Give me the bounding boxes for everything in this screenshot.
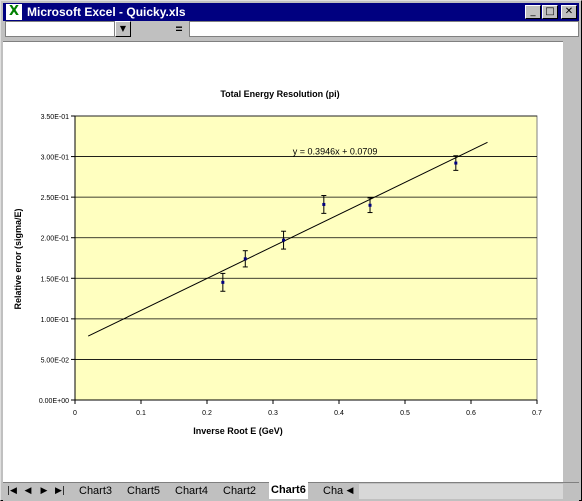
x-tick-label: 0.6 — [466, 410, 476, 417]
tab-scroll-left-icon[interactable]: ◀ — [346, 486, 354, 496]
chart-sheet: Total Energy Resolution (pi) Inverse Roo… — [3, 41, 563, 482]
excel-icon[interactable]: X — [6, 4, 22, 20]
trendline[interactable] — [87, 141, 488, 337]
name-box[interactable] — [5, 21, 115, 37]
x-tick-label: 0.4 — [334, 410, 344, 417]
x-axis-label[interactable]: Inverse Root E (GeV) — [193, 426, 283, 436]
maximize-icon[interactable]: □ — [542, 5, 558, 19]
prev-sheet-icon[interactable]: ◀ — [24, 486, 32, 496]
data-point[interactable] — [322, 202, 326, 206]
chart-title[interactable]: Total Energy Resolution (pi) — [220, 89, 339, 99]
sheet-tab-bar: |◀ ◀ ▶ ▶| Chart3 Chart5 Chart4 Chart2 Ch… — [3, 482, 579, 501]
plot-area[interactable] — [74, 115, 538, 401]
x-tick-label: 0.1 — [136, 410, 146, 417]
tab-cha[interactable]: Cha — [323, 485, 344, 497]
y-tick-label: 5.00E-02 — [41, 357, 70, 364]
vertical-scrollbar[interactable] — [565, 41, 581, 481]
formula-bar: ▼ = — [3, 21, 579, 39]
window-title: Microsoft Excel - Quicky.xls — [27, 5, 186, 19]
y-tick-label: 3.50E-01 — [41, 114, 70, 121]
last-sheet-icon[interactable]: ▶| — [55, 486, 65, 496]
data-point[interactable] — [454, 161, 458, 165]
tab-chart2[interactable]: Chart2 — [223, 485, 257, 497]
y-tick-label: 2.50E-01 — [41, 195, 70, 202]
x-tick-label: 0.3 — [268, 410, 278, 417]
formula-equals-button[interactable]: = — [175, 22, 183, 36]
tab-chart3[interactable]: Chart3 — [79, 485, 113, 497]
data-point[interactable] — [243, 257, 247, 261]
x-tick-label: 0.5 — [400, 410, 410, 417]
minimize-icon[interactable]: _ — [525, 5, 541, 19]
y-tick-label: 2.00E-01 — [41, 236, 70, 243]
x-tick-label: 0.2 — [202, 410, 212, 417]
x-tick-label: 0 — [73, 410, 77, 417]
formula-input[interactable] — [189, 21, 579, 37]
horizontal-scrollbar[interactable] — [359, 484, 563, 499]
x-tick-label: 0.7 — [532, 410, 542, 417]
y-tick-label: 3.00E-01 — [41, 155, 70, 162]
y-tick-label: 1.50E-01 — [41, 276, 70, 283]
tab-chart6[interactable]: Chart6 — [269, 482, 308, 499]
data-point[interactable] — [368, 203, 372, 207]
title-bar[interactable]: X Microsoft Excel - Quicky.xls _ □ ✕ — [3, 3, 579, 21]
tab-chart5[interactable]: Chart5 — [127, 485, 161, 497]
chart[interactable]: Total Energy Resolution (pi) Inverse Roo… — [3, 42, 563, 482]
tab-chart4[interactable]: Chart4 — [175, 485, 209, 497]
data-point[interactable] — [221, 280, 225, 284]
next-sheet-icon[interactable]: ▶ — [40, 486, 48, 496]
trendline-equation[interactable]: y = 0.3946x + 0.0709 — [293, 147, 378, 157]
y-tick-label: 0.00E+00 — [39, 398, 69, 405]
y-axis-label[interactable]: Relative error (sigma/E) — [13, 208, 23, 309]
y-tick-label: 1.00E-01 — [41, 317, 70, 324]
first-sheet-icon[interactable]: |◀ — [7, 486, 17, 496]
data-point[interactable] — [282, 238, 286, 242]
name-box-dropdown-icon[interactable]: ▼ — [115, 21, 131, 37]
close-icon[interactable]: ✕ — [561, 5, 577, 19]
